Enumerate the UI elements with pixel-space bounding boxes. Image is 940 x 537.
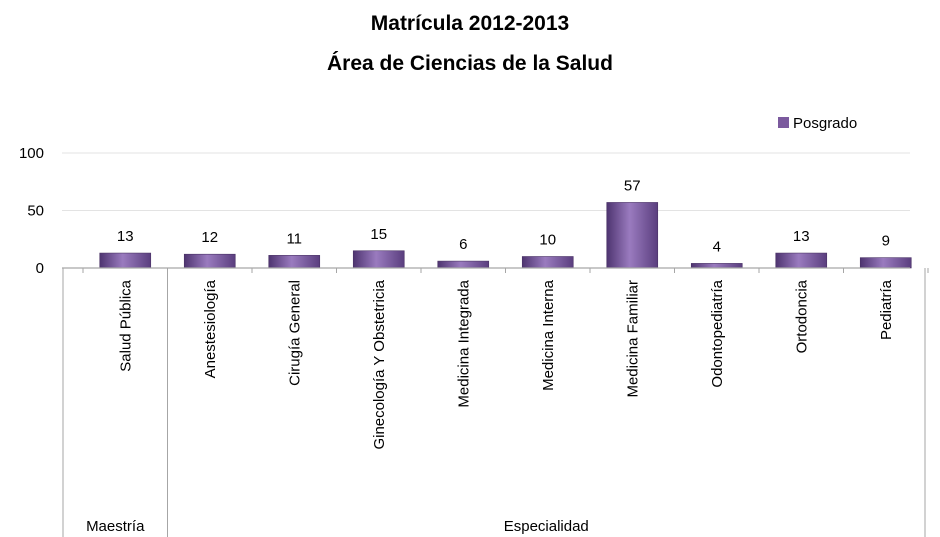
- legend-swatch: [778, 117, 789, 128]
- legend: Posgrado: [778, 115, 857, 132]
- bar: [775, 252, 828, 269]
- grid: [62, 152, 910, 211]
- data-labels: 13 12 11 15 6 10 57 4 13 9: [117, 177, 890, 255]
- category-labels: Salud Pública Anestesiología Cirugía Gener…: [117, 279, 895, 449]
- data-label: 9: [882, 233, 890, 250]
- chart-title-line-1: Matrícula 2012-2013: [371, 12, 569, 35]
- bar: [521, 256, 574, 269]
- data-label: 13: [117, 228, 134, 245]
- bar: [352, 250, 405, 269]
- legend-label-posgrado: Posgrado: [793, 115, 857, 132]
- bar: [99, 252, 152, 269]
- data-label: 12: [201, 229, 218, 246]
- y-axis-ticks: 0 50 100: [19, 145, 44, 277]
- group-label: Maestría: [86, 518, 145, 535]
- bar: [437, 260, 490, 269]
- group-labels: Maestría Especialidad: [62, 268, 926, 537]
- category-label: Ginecología Y Obstetricia: [371, 279, 388, 449]
- bar: [268, 255, 321, 269]
- bar: [183, 253, 236, 269]
- category-label: Medicina Familiar: [624, 280, 641, 398]
- y-tick-label: 50: [27, 203, 44, 220]
- category-label: Odontopediatría: [709, 279, 726, 387]
- data-label: 57: [624, 177, 641, 194]
- bars: [99, 202, 912, 269]
- data-label: 6: [459, 236, 467, 253]
- bar: [859, 257, 912, 269]
- data-label: 13: [793, 228, 810, 245]
- category-label: Anestesiología: [202, 279, 219, 378]
- category-label: Medicina Integrada: [455, 279, 472, 407]
- axes: [62, 267, 929, 273]
- data-label: 15: [370, 226, 387, 243]
- category-label: Pediatría: [878, 279, 895, 340]
- bar: [606, 202, 659, 269]
- category-label: Medicina Interna: [540, 279, 557, 391]
- category-label: Salud Pública: [117, 279, 134, 371]
- group-label: Especialidad: [504, 518, 589, 535]
- category-label: Ortodoncia: [793, 279, 810, 353]
- bar: [690, 263, 743, 269]
- data-label: 11: [286, 230, 302, 247]
- data-label: 10: [539, 232, 556, 249]
- y-tick-label: 0: [36, 260, 44, 277]
- y-tick-label: 100: [19, 145, 44, 162]
- data-label: 4: [713, 238, 721, 255]
- category-label: Cirugía General: [286, 280, 303, 386]
- chart-title-line-2: Área de Ciencias de la Salud: [327, 52, 613, 75]
